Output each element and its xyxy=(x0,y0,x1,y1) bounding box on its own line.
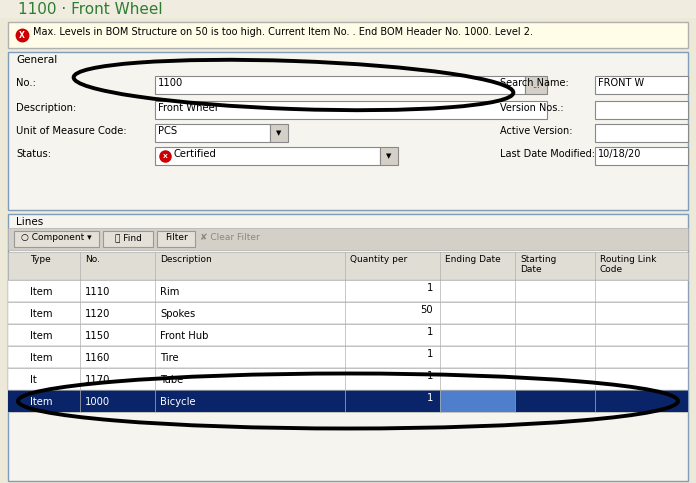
Text: Item: Item xyxy=(30,287,52,297)
Bar xyxy=(8,280,688,302)
Bar xyxy=(8,252,688,280)
Text: General: General xyxy=(16,55,57,65)
Text: No.:: No.: xyxy=(16,78,36,88)
Bar xyxy=(155,124,270,142)
Text: 50: 50 xyxy=(420,305,433,315)
Bar xyxy=(0,0,696,18)
Bar xyxy=(8,302,688,324)
Bar xyxy=(155,147,380,165)
Bar xyxy=(8,324,688,346)
Bar xyxy=(8,214,688,481)
Bar xyxy=(8,52,688,210)
Text: Ending Date: Ending Date xyxy=(445,255,500,264)
Text: ○ Component ▾: ○ Component ▾ xyxy=(21,233,91,242)
Text: Active Version:: Active Version: xyxy=(500,126,573,136)
Text: 1: 1 xyxy=(427,283,433,293)
Bar xyxy=(525,76,547,94)
Bar xyxy=(380,147,398,165)
Bar xyxy=(595,101,688,119)
Text: Description: Description xyxy=(160,255,212,264)
Bar xyxy=(595,147,688,165)
Bar xyxy=(8,228,688,250)
Text: Unit of Measure Code:: Unit of Measure Code: xyxy=(16,126,127,136)
Text: Bicycle: Bicycle xyxy=(160,397,196,407)
Text: Item: Item xyxy=(30,397,52,407)
Text: ▼: ▼ xyxy=(276,130,282,136)
Text: Tube: Tube xyxy=(160,375,183,385)
Bar xyxy=(440,390,515,412)
Bar xyxy=(8,346,688,368)
Text: Quantity per: Quantity per xyxy=(350,255,407,264)
Text: 1: 1 xyxy=(427,327,433,337)
Bar xyxy=(595,124,688,142)
Text: 1110: 1110 xyxy=(85,287,111,297)
Text: FRONT W: FRONT W xyxy=(598,78,644,88)
Text: 1120: 1120 xyxy=(85,309,111,319)
Text: Item: Item xyxy=(30,331,52,341)
Text: PCS: PCS xyxy=(158,126,177,136)
Text: Version Nos.:: Version Nos.: xyxy=(500,103,564,113)
Text: Starting
Date: Starting Date xyxy=(520,255,556,274)
Text: 10/18/20: 10/18/20 xyxy=(598,149,642,159)
Text: Lines: Lines xyxy=(16,217,43,227)
Text: Certified: Certified xyxy=(173,149,216,159)
Text: 1170: 1170 xyxy=(85,375,111,385)
Bar xyxy=(155,101,547,119)
Text: Rim: Rim xyxy=(160,287,180,297)
Text: No.: No. xyxy=(85,255,100,264)
Text: 1100 · Front Wheel: 1100 · Front Wheel xyxy=(18,2,163,17)
Text: 1: 1 xyxy=(427,393,433,403)
Text: Front Wheel: Front Wheel xyxy=(158,103,218,113)
Text: ...: ... xyxy=(532,81,540,89)
Text: Front Hub: Front Hub xyxy=(160,331,208,341)
Text: Last Date Modified:: Last Date Modified: xyxy=(500,149,595,159)
Text: 1150: 1150 xyxy=(85,331,111,341)
Text: 1: 1 xyxy=(427,349,433,359)
Text: Search Name:: Search Name: xyxy=(500,78,569,88)
Bar xyxy=(157,231,195,247)
Text: 1000: 1000 xyxy=(85,397,110,407)
Bar xyxy=(14,231,99,247)
Bar xyxy=(155,76,525,94)
Text: Item: Item xyxy=(30,309,52,319)
Text: Item: Item xyxy=(30,353,52,363)
Text: ▼: ▼ xyxy=(386,153,392,159)
Bar xyxy=(270,124,288,142)
Text: X: X xyxy=(163,154,168,158)
Text: It: It xyxy=(30,375,37,385)
Text: 1: 1 xyxy=(427,371,433,381)
Text: Filter: Filter xyxy=(165,233,187,242)
Text: Type: Type xyxy=(30,255,51,264)
Text: ✘ Clear Filter: ✘ Clear Filter xyxy=(200,233,260,242)
Bar xyxy=(8,390,688,412)
Text: X: X xyxy=(19,30,25,40)
Bar xyxy=(595,76,688,94)
Text: 🔍 Find: 🔍 Find xyxy=(115,233,141,242)
Text: 1160: 1160 xyxy=(85,353,111,363)
Text: Description:: Description: xyxy=(16,103,77,113)
Bar xyxy=(8,22,688,48)
Bar xyxy=(103,231,153,247)
Text: Max. Levels in BOM Structure on 50 is too high. Current Item No. . End BOM Heade: Max. Levels in BOM Structure on 50 is to… xyxy=(33,27,533,37)
Text: Tire: Tire xyxy=(160,353,179,363)
Text: Spokes: Spokes xyxy=(160,309,196,319)
Text: Status:: Status: xyxy=(16,149,51,159)
Text: 1100: 1100 xyxy=(158,78,183,88)
Bar xyxy=(8,368,688,390)
Text: Routing Link
Code: Routing Link Code xyxy=(600,255,656,274)
